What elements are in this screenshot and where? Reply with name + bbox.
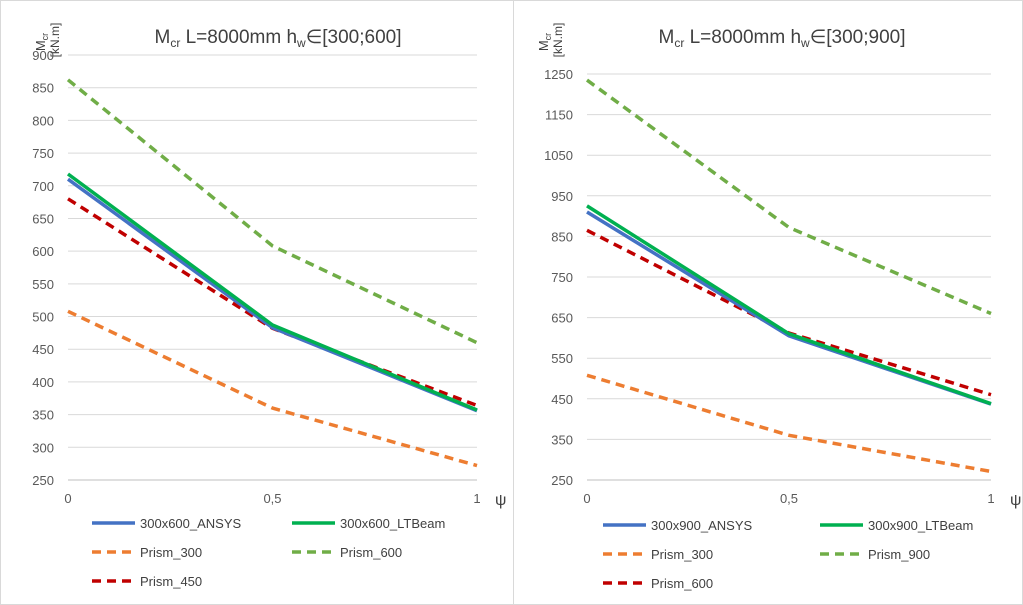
series-line-300x600-ansys xyxy=(66,177,478,413)
series-line-300x600-ltbeam xyxy=(66,172,478,412)
y-tick-label: 650 xyxy=(32,211,54,226)
chart-left-x-axis-label: ψ xyxy=(495,492,506,509)
x-tick-label: 1 xyxy=(987,491,994,506)
x-tick-label: 0 xyxy=(583,491,590,506)
chart-right-legend: 300x900_ANSYS 300x900_LTBeam Prism_300 Pris… xyxy=(603,518,973,591)
series-line-prism-300 xyxy=(67,309,478,468)
chart-right-gridlines xyxy=(587,73,991,481)
chart-right-y-ticks: 250 350 450 550 650 750 850 950 1050 1150 1250 xyxy=(544,67,573,488)
y-tick-label: 400 xyxy=(32,375,54,390)
y-tick-label: 950 xyxy=(551,189,573,204)
legend-label: 300x900_LTBeam xyxy=(868,518,973,533)
series-line-300x900-ltbeam xyxy=(586,204,992,406)
legend-label: Prism_900 xyxy=(868,547,930,562)
series-line-prism-450 xyxy=(67,197,478,408)
y-tick-label: 1150 xyxy=(545,108,573,123)
chart-left-series-group xyxy=(66,78,478,468)
legend-label: 300x600_ANSYS xyxy=(140,516,242,531)
y-tick-label: 550 xyxy=(551,351,573,366)
y-tick-label: 450 xyxy=(32,342,54,357)
y-tick-label: 500 xyxy=(32,310,54,325)
chart-right-x-ticks: 0 0,5 1 xyxy=(583,491,994,506)
y-tick-label: 650 xyxy=(551,311,573,326)
legend-label: 300x900_ANSYS xyxy=(651,518,753,533)
chart-right: Mcr L=8000mm hw∈[300;900] Mcr [kN.m] 250… xyxy=(536,23,1021,591)
legend-label: Prism_600 xyxy=(651,576,713,591)
chart-left-y-label: Mcr xyxy=(33,33,50,51)
chart-left-title: Mcr L=8000mm hw∈[300;600] xyxy=(154,27,401,50)
chart-right-title: Mcr L=8000mm hw∈[300;900] xyxy=(658,27,905,50)
chart-right-y-unit: [kN.m] xyxy=(551,23,565,58)
y-tick-label: 1250 xyxy=(544,67,573,82)
y-tick-label: 850 xyxy=(551,229,573,244)
y-tick-label: 1050 xyxy=(544,148,573,163)
y-tick-label: 550 xyxy=(32,277,54,292)
legend-label: Prism_450 xyxy=(140,574,202,589)
y-tick-label: 250 xyxy=(551,473,573,488)
chart-left: Mcr L=8000mm hw∈[300;600] Mcr [kN.m] 250… xyxy=(32,23,506,589)
y-tick-label: 800 xyxy=(32,113,54,128)
legend-label: 300x600_LTBeam xyxy=(340,516,445,531)
chart-left-y-unit: [kN.m] xyxy=(48,23,62,58)
y-tick-label: 300 xyxy=(32,440,54,455)
series-line-300x900-ansys xyxy=(586,210,992,406)
y-tick-label: 350 xyxy=(551,432,573,447)
chart-left-y-ticks: 250 300 350 400 450 500 550 600 650 700 750 800 850 9… xyxy=(32,48,54,488)
y-tick-label: 850 xyxy=(32,81,54,96)
y-tick-label: 700 xyxy=(32,179,54,194)
chart-right-series-group xyxy=(585,78,992,474)
legend-label: Prism_300 xyxy=(651,547,713,562)
legend-label: Prism_600 xyxy=(340,545,402,560)
chart-left-x-ticks: 0 0,5 1 xyxy=(64,491,480,506)
x-tick-label: 0 xyxy=(64,491,71,506)
series-line-prism-300 xyxy=(586,373,992,474)
series-line-prism-600 xyxy=(586,228,992,397)
series-line-prism-600 xyxy=(66,78,478,345)
x-tick-label: 0,5 xyxy=(780,491,798,506)
chart-right-y-label: Mcr xyxy=(536,33,553,51)
series-line-prism-900 xyxy=(585,78,992,316)
x-tick-label: 1 xyxy=(473,491,480,506)
chart-left-legend: 300x600_ANSYS 300x600_LTBeam Prism_300 Pris… xyxy=(92,516,445,589)
y-tick-label: 600 xyxy=(32,244,54,259)
legend-label: Prism_300 xyxy=(140,545,202,560)
chart-left-gridlines xyxy=(68,54,477,481)
y-tick-label: 750 xyxy=(551,270,573,285)
y-tick-label: 350 xyxy=(32,408,54,423)
chart-right-x-axis-label: ψ xyxy=(1010,492,1021,509)
y-tick-label: 250 xyxy=(32,473,54,488)
y-tick-label: 750 xyxy=(32,146,54,161)
x-tick-label: 0,5 xyxy=(263,491,281,506)
y-tick-label: 900 xyxy=(32,48,54,63)
y-tick-label: 450 xyxy=(551,392,573,407)
